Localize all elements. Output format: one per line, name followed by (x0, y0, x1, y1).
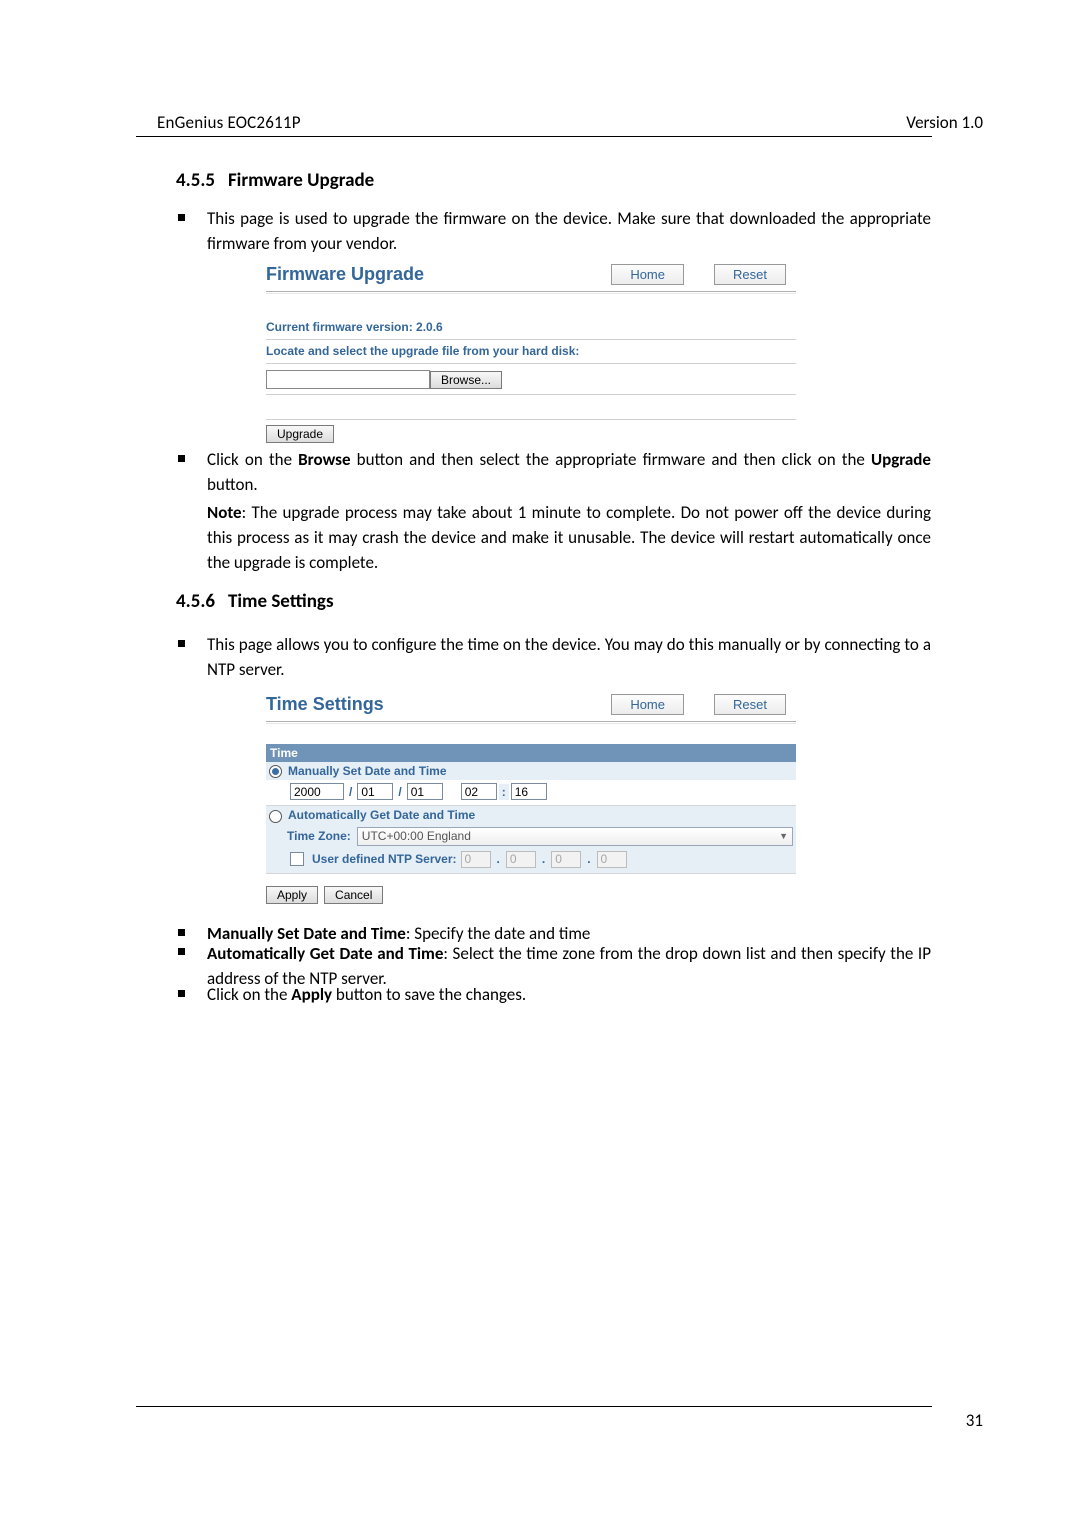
section-1-name: Firmware Upgrade (228, 169, 374, 192)
page-number: 31 (966, 1410, 983, 1431)
timezone-label: Time Zone: (287, 829, 351, 843)
hour-input[interactable] (461, 783, 497, 800)
para-time-intro: This page allows you to configure the ti… (207, 632, 931, 682)
para-firmware-intro: This page is used to upgrade the firmwar… (207, 206, 931, 256)
current-firmware-label: Current firmware version: 2.0.6 (266, 320, 443, 334)
auto-time-radio[interactable] (269, 810, 282, 823)
time-section-header: Time (266, 744, 796, 762)
section-2-title: 4.5.6 Time Settings (176, 590, 334, 613)
timezone-select[interactable]: UTC+00:00 England ▼ (357, 827, 793, 846)
cancel-button[interactable]: Cancel (324, 886, 383, 904)
minute-input[interactable] (511, 783, 547, 800)
home-button[interactable]: Home (611, 264, 684, 285)
ntp-checkbox[interactable] (290, 852, 304, 866)
bullet-icon (178, 929, 185, 936)
auto-time-label: Automatically Get Date and Time (288, 808, 475, 822)
day-input[interactable] (407, 783, 443, 800)
para-apply: Click on the Apply button to save the ch… (207, 982, 931, 1007)
section-1-title: 4.5.5 Firmware Upgrade (176, 169, 374, 192)
para-browse-instruction: Click on the Browse button and then sele… (207, 447, 931, 497)
time-settings-panel: Time Settings Home Reset Time Manually S… (266, 688, 796, 902)
section-2-name: Time Settings (228, 590, 334, 613)
bullet-icon (178, 640, 185, 647)
header-right: Version 1.0 (906, 112, 983, 133)
locate-file-label: Locate and select the upgrade file from … (266, 344, 579, 358)
reset-button[interactable]: Reset (714, 264, 786, 285)
header-left: EnGenius EOC2611P (157, 112, 301, 133)
panel1-title: Firmware Upgrade (266, 264, 424, 285)
manual-time-label: Manually Set Date and Time (288, 764, 447, 778)
reset-button[interactable]: Reset (714, 694, 786, 715)
footer-rule (136, 1406, 932, 1407)
ntp-label: User defined NTP Server: (312, 852, 457, 866)
month-input[interactable] (357, 783, 393, 800)
timezone-value: UTC+00:00 England (362, 829, 471, 843)
chevron-down-icon: ▼ (779, 831, 788, 841)
ntp-ip1-input[interactable] (461, 851, 491, 868)
ntp-ip4-input[interactable] (597, 851, 627, 868)
datetime-inputs: / / : (266, 780, 796, 806)
bullet-icon (178, 214, 185, 221)
section-2-num: 4.5.6 (176, 590, 215, 613)
ntp-ip2-input[interactable] (506, 851, 536, 868)
panel2-title: Time Settings (266, 694, 384, 715)
file-path-input[interactable] (266, 370, 430, 389)
bullet-icon (178, 455, 185, 462)
manual-time-radio[interactable] (269, 765, 282, 778)
bullet-icon (178, 948, 185, 955)
para-note: Note: The upgrade process may take about… (207, 500, 931, 575)
home-button[interactable]: Home (611, 694, 684, 715)
year-input[interactable] (290, 783, 344, 800)
ntp-ip3-input[interactable] (551, 851, 581, 868)
header-rule (136, 136, 932, 137)
firmware-upgrade-panel: Firmware Upgrade Home Reset Current firm… (266, 258, 796, 434)
bullet-icon (178, 990, 185, 997)
browse-button[interactable]: Browse... (430, 371, 502, 389)
apply-button[interactable]: Apply (266, 886, 318, 904)
section-1-num: 4.5.5 (176, 169, 215, 192)
upgrade-button[interactable]: Upgrade (266, 425, 334, 443)
